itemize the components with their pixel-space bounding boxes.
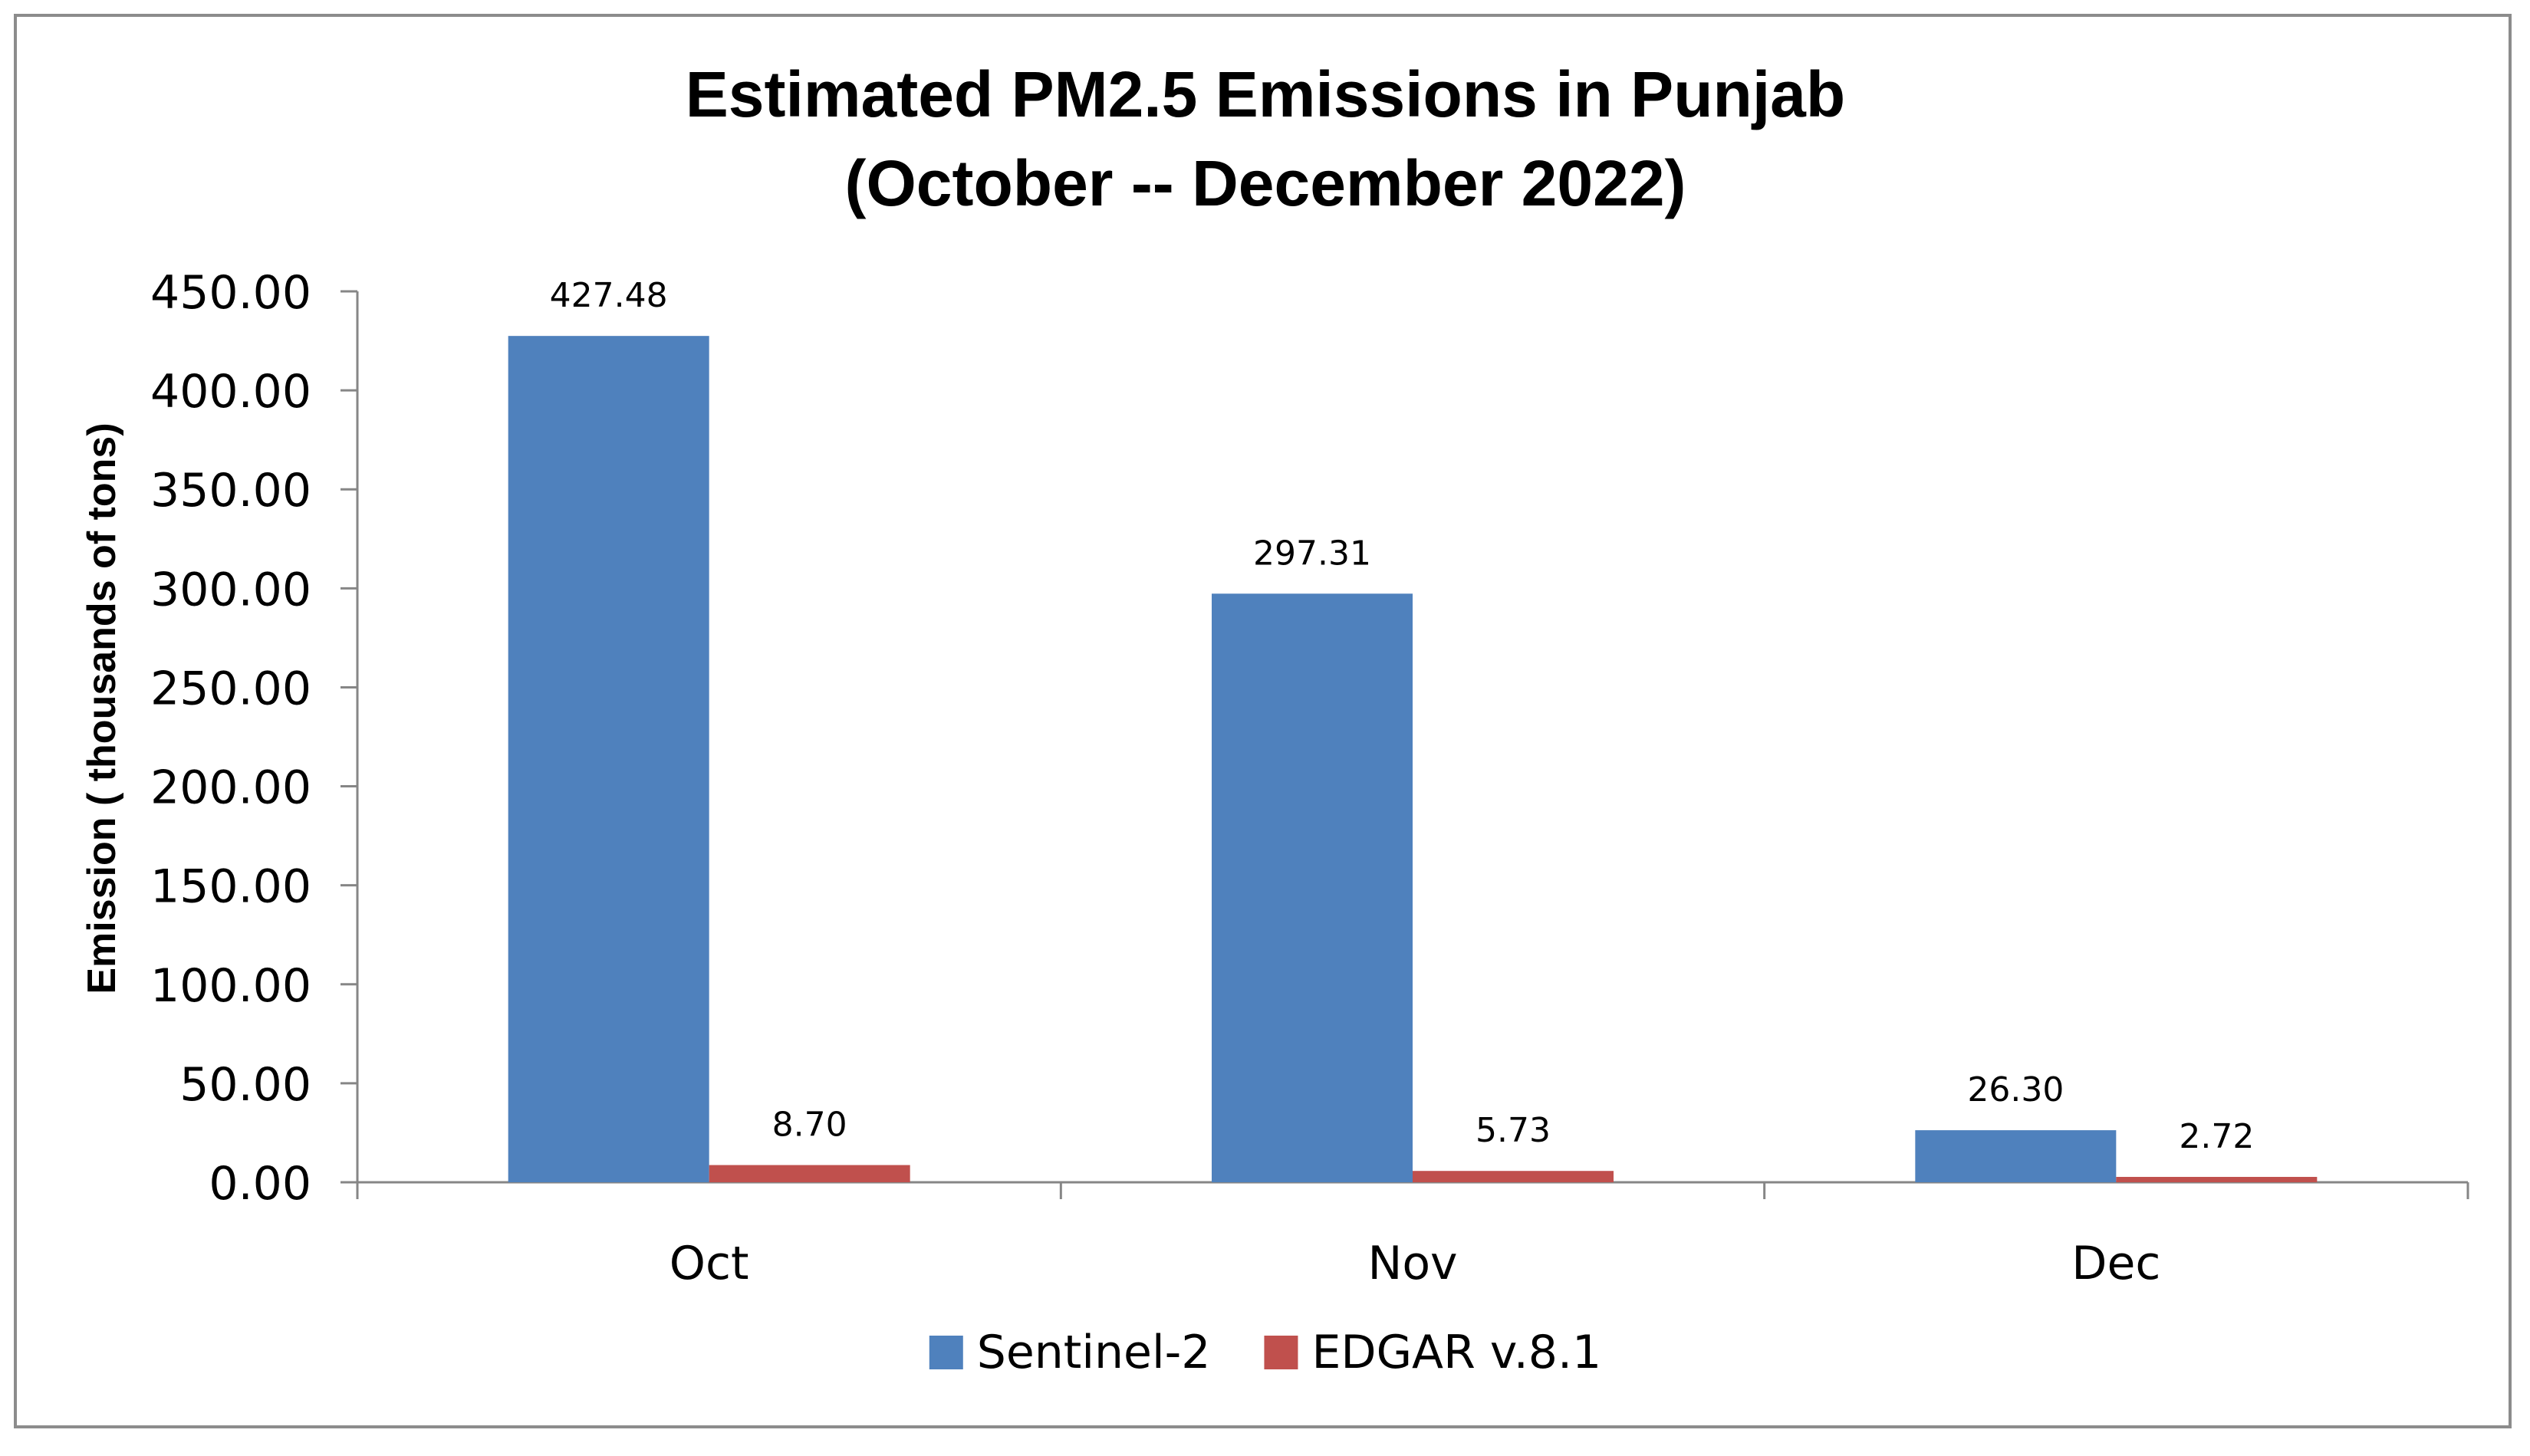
y-tick-label: 200.00 <box>150 761 311 815</box>
data-label: 427.48 <box>550 276 668 315</box>
data-label: 297.31 <box>1253 534 1371 573</box>
data-label: 8.70 <box>772 1106 847 1145</box>
y-tick-label: 150.00 <box>150 860 311 914</box>
plot-area: 0.00 50.00 100.00 150.00 200.00 250.00 300.00 3… <box>150 266 2469 1290</box>
bar-edgar-v-8-1-dec <box>2116 1176 2318 1182</box>
bar-edgar-v-8-1-nov <box>1413 1171 1614 1182</box>
x-category-label: Oct <box>670 1237 749 1290</box>
y-tick-label: 300.00 <box>150 563 311 616</box>
y-axis-label: Emission ( thousands of tons) <box>80 422 124 994</box>
y-tick-label: 100.00 <box>150 959 311 1013</box>
chart-title-line-1: Estimated PM2.5 Emissions in Punjab <box>686 58 1845 130</box>
y-tick-label: 350.00 <box>150 464 311 518</box>
y-tick-label: 450.00 <box>150 266 311 320</box>
y-tick-label: 0.00 <box>209 1157 311 1211</box>
x-category-label: Nov <box>1367 1237 1457 1290</box>
y-tick-label: 400.00 <box>150 365 311 419</box>
legend-label: EDGAR v.8.1 <box>1311 1326 1601 1379</box>
bar-sentinel-2-nov <box>1212 593 1413 1182</box>
x-category-label: Dec <box>2071 1237 2160 1290</box>
data-label: 26.30 <box>1967 1070 2064 1109</box>
legend-swatch-sentinel-2 <box>929 1336 963 1369</box>
legend-swatch-edgar-v-8-1 <box>1264 1336 1298 1369</box>
data-label: 2.72 <box>2179 1117 2254 1156</box>
bar-sentinel-2-oct <box>508 336 709 1183</box>
legend: Sentinel-2 EDGAR v.8.1 <box>929 1326 1601 1379</box>
y-tick-label: 250.00 <box>150 662 311 715</box>
data-label: 5.73 <box>1476 1111 1551 1150</box>
legend-label: Sentinel-2 <box>977 1326 1211 1379</box>
chart-title-line-2: (October -- December 2022) <box>844 147 1686 219</box>
bar-sentinel-2-dec <box>1915 1130 2117 1182</box>
bar-edgar-v-8-1-oct <box>709 1165 910 1182</box>
y-tick-label: 50.00 <box>179 1058 311 1112</box>
